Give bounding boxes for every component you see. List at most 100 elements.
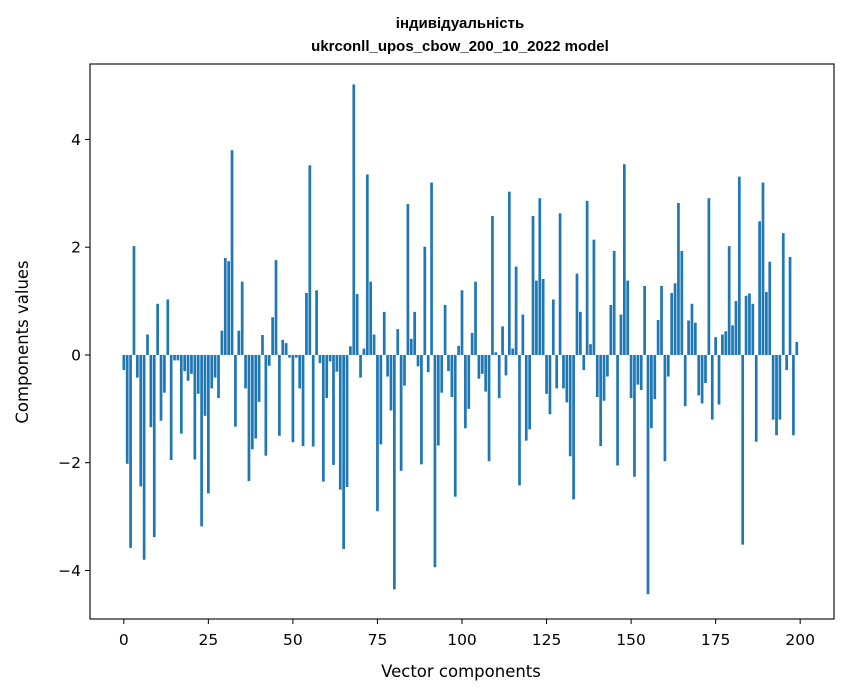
bar-23	[200, 354, 203, 527]
bar-111	[497, 354, 501, 399]
bar-105	[477, 354, 481, 379]
bar-24	[203, 354, 207, 416]
bar-97	[450, 354, 454, 397]
bar-113	[504, 354, 508, 376]
bar-29	[220, 330, 224, 355]
bar-74	[372, 334, 376, 355]
bar-83	[403, 354, 406, 386]
bar-158	[656, 319, 660, 355]
y-axis-ticks: −4 −2 0 2 4	[58, 131, 90, 580]
bar-143	[606, 354, 609, 377]
bar-0	[122, 354, 126, 371]
bar-34	[237, 330, 241, 355]
bar-176	[717, 354, 721, 405]
bar-178	[724, 331, 728, 355]
y-tick-label: 0	[71, 346, 81, 364]
bar-66	[345, 354, 349, 487]
bar-7	[146, 334, 149, 355]
bar-115	[511, 348, 515, 355]
bar-157	[653, 354, 657, 400]
bar-72	[365, 174, 369, 355]
bar-22	[196, 354, 200, 394]
bar-12	[163, 354, 166, 393]
bar-81	[396, 329, 400, 355]
bar-136	[582, 354, 586, 371]
bar-79	[389, 354, 393, 411]
bar-155	[646, 354, 650, 595]
x-tick-label: 0	[119, 631, 129, 649]
bar-40	[257, 354, 261, 402]
bar-108	[487, 354, 491, 462]
bar-69	[355, 294, 359, 355]
bar-32	[230, 150, 234, 355]
x-tick-label: 75	[368, 631, 388, 649]
bar-140	[595, 354, 599, 397]
bar-195	[781, 233, 785, 355]
bar-121	[531, 215, 535, 355]
bar-126	[548, 354, 552, 415]
bar-193	[775, 354, 778, 436]
bar-169	[693, 322, 697, 355]
bar-44	[271, 317, 274, 355]
bar-123	[538, 198, 542, 355]
bar-48	[284, 343, 288, 355]
bar-86	[413, 311, 417, 355]
bar-159	[660, 286, 663, 355]
bar-187	[754, 354, 758, 442]
bar-52	[298, 354, 302, 389]
bar-170	[697, 354, 701, 396]
bar-91	[430, 182, 433, 355]
bar-109	[491, 215, 494, 355]
bar-188	[758, 221, 761, 355]
bar-148	[622, 164, 626, 355]
bar-182	[737, 176, 741, 355]
bar-154	[643, 286, 646, 355]
bar-124	[541, 279, 545, 355]
bar-30	[223, 257, 227, 355]
bar-28	[217, 354, 220, 399]
bar-104	[474, 281, 477, 355]
x-tick-label: 150	[616, 631, 646, 649]
bar-25	[207, 354, 210, 494]
bar-46	[278, 354, 281, 436]
bar-41	[261, 335, 264, 355]
bar-189	[761, 182, 765, 355]
bar-3	[132, 246, 136, 355]
bar-118	[521, 314, 525, 355]
bar-90	[426, 354, 430, 373]
x-tick-label: 175	[701, 631, 731, 649]
bar-58	[318, 354, 322, 364]
bar-70	[359, 354, 362, 378]
bar-127	[551, 299, 555, 355]
bar-194	[778, 354, 782, 420]
bar-183	[741, 354, 745, 545]
bar-19	[186, 354, 190, 381]
bar-76	[379, 354, 383, 445]
bar-120	[528, 354, 531, 430]
x-axis-label: Vector components	[381, 662, 541, 681]
bar-68	[352, 84, 356, 355]
bar-39	[254, 354, 258, 439]
bar-128	[555, 354, 559, 389]
bar-162	[670, 293, 674, 355]
bar-145	[612, 250, 616, 355]
bar-20	[190, 354, 193, 374]
bar-35	[240, 281, 244, 355]
bar-51	[294, 354, 298, 358]
bar-100	[460, 290, 464, 355]
bar-186	[751, 303, 755, 355]
bar-45	[274, 260, 278, 355]
bar-60	[325, 354, 329, 399]
bar-177	[721, 334, 724, 355]
bar-181	[734, 301, 738, 355]
x-tick-label: 125	[532, 631, 562, 649]
x-tick-label: 100	[447, 631, 477, 649]
bar-167	[687, 320, 690, 355]
y-tick-label: −2	[58, 454, 81, 472]
bar-31	[227, 261, 231, 355]
bar-1	[125, 354, 129, 464]
bar-59	[321, 354, 325, 482]
bar-82	[399, 354, 403, 471]
bar-149	[626, 280, 630, 355]
